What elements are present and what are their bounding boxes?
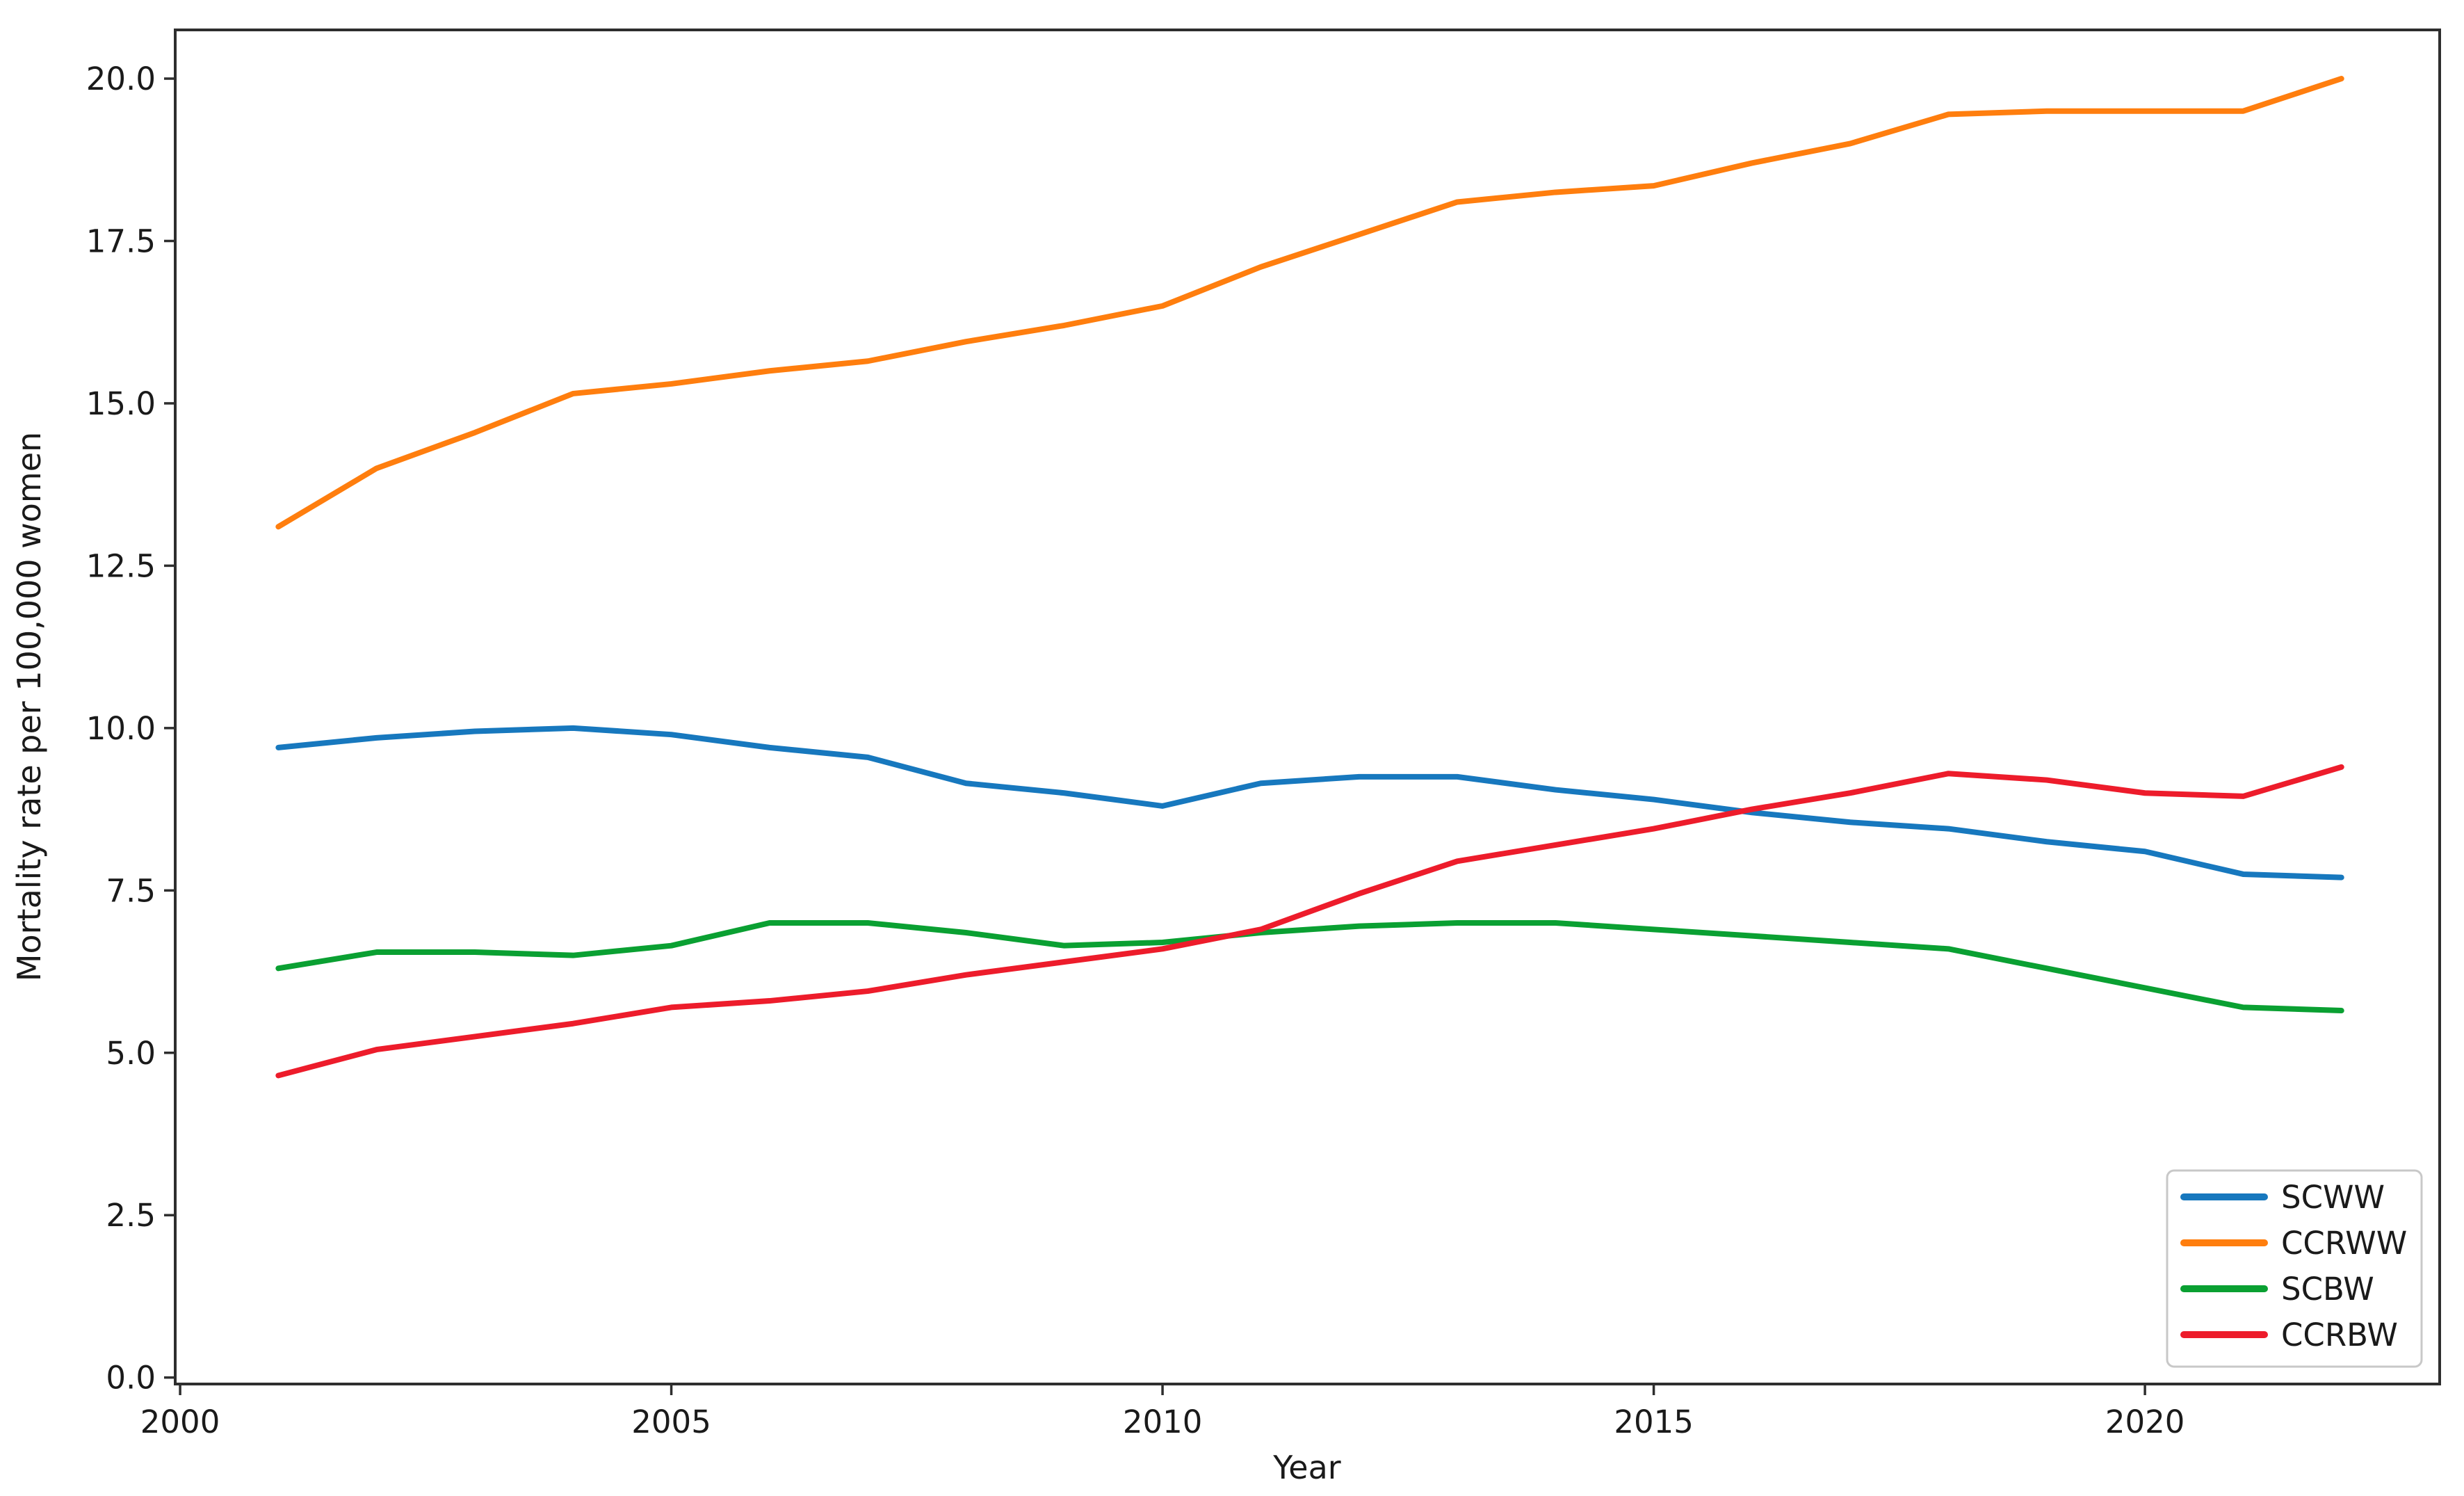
y-tick-label: 2.5 — [106, 1197, 156, 1234]
legend-label-SCBW: SCBW — [2281, 1271, 2374, 1308]
y-tick-label: 17.5 — [86, 223, 156, 259]
x-tick-label: 2015 — [1614, 1403, 1694, 1440]
series-lines — [275, 76, 2344, 1079]
x-axis-label: Year — [1272, 1449, 1340, 1486]
x-tick-label: 2000 — [140, 1403, 220, 1440]
x-tick-label: 2010 — [1123, 1403, 1203, 1440]
y-tick-label: 20.0 — [86, 61, 156, 97]
y-tick-label: 5.0 — [106, 1035, 156, 1072]
x-tick-label: 2005 — [631, 1403, 711, 1440]
y-tick-label: 7.5 — [106, 872, 156, 909]
y-tick-label: 12.5 — [86, 547, 156, 584]
legend-label-CCRWW: CCRWW — [2281, 1225, 2407, 1262]
series-line-CCRBW — [275, 764, 2344, 1079]
y-tick-label: 0.0 — [106, 1360, 156, 1397]
series-line-SCBW — [275, 919, 2344, 1014]
legend-box — [2166, 1169, 2423, 1368]
x-tick-label: 2020 — [2105, 1403, 2185, 1440]
series-line-CCRWW — [275, 76, 2344, 530]
legend-label-CCRBW: CCRBW — [2281, 1317, 2398, 1353]
x-axis-ticks: 2000 2005 2010 2015 2020 — [140, 1384, 2185, 1440]
y-tick-label: 15.0 — [86, 385, 156, 422]
y-axis-ticks: 0.0 2.5 5.0 7.5 10.0 12.5 15.0 17.5 20.0 — [86, 61, 175, 1397]
y-tick-label: 10.0 — [86, 710, 156, 747]
legend-label-SCWW: SCWW — [2281, 1179, 2385, 1216]
y-axis-label: Mortality rate per 100,000 women — [10, 432, 48, 981]
plot-border — [174, 29, 2441, 1385]
series-line-SCWW — [275, 725, 2344, 880]
legend: SCWW CCRWW SCBW CCRBW — [2166, 1169, 2423, 1368]
